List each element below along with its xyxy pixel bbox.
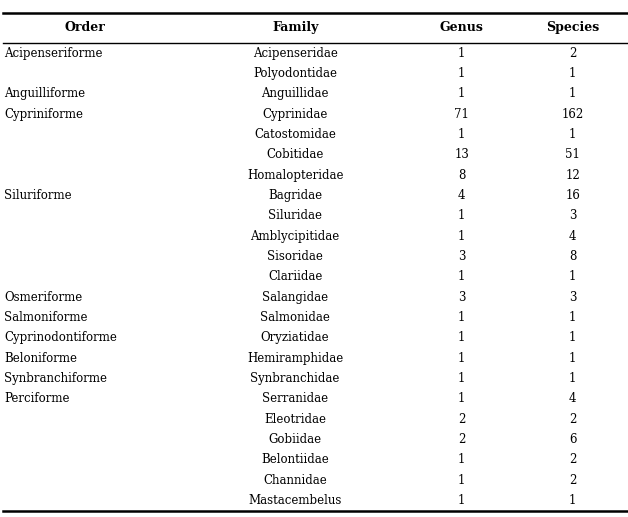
Text: Cyprinodontiforme: Cyprinodontiforme: [4, 331, 117, 344]
Text: Osmeriforme: Osmeriforme: [4, 291, 83, 303]
Text: Cyprinidae: Cyprinidae: [263, 108, 328, 120]
Text: 1: 1: [458, 209, 465, 222]
Text: Polyodontidae: Polyodontidae: [253, 67, 337, 80]
Text: 2: 2: [569, 413, 577, 426]
Text: 71: 71: [454, 108, 469, 120]
Text: Salmonidae: Salmonidae: [260, 311, 330, 324]
Text: Species: Species: [546, 21, 599, 35]
Text: 8: 8: [458, 169, 465, 181]
Text: Salmoniforme: Salmoniforme: [4, 311, 88, 324]
Text: 1: 1: [458, 128, 465, 141]
Text: Clariidae: Clariidae: [268, 270, 322, 283]
Text: Order: Order: [64, 21, 106, 35]
Text: Siluriforme: Siluriforme: [4, 189, 72, 202]
Text: Catostomidae: Catostomidae: [254, 128, 336, 141]
Text: Oryziatidae: Oryziatidae: [261, 331, 330, 344]
Text: Amblycipitidae: Amblycipitidae: [251, 230, 340, 242]
Text: 1: 1: [569, 494, 577, 507]
Text: 1: 1: [569, 372, 577, 385]
Text: Bagridae: Bagridae: [268, 189, 322, 202]
Text: Perciforme: Perciforme: [4, 392, 70, 405]
Text: Anguilliforme: Anguilliforme: [4, 87, 85, 100]
Text: Acipenseridae: Acipenseridae: [252, 47, 338, 59]
Text: 2: 2: [458, 413, 465, 426]
Text: 3: 3: [569, 209, 577, 222]
Text: 1: 1: [458, 67, 465, 80]
Text: 1: 1: [569, 311, 577, 324]
Text: 2: 2: [458, 433, 465, 446]
Text: Gobiidae: Gobiidae: [269, 433, 322, 446]
Text: Belontiidae: Belontiidae: [261, 453, 329, 466]
Text: 1: 1: [458, 453, 465, 466]
Text: Synbranchiforme: Synbranchiforme: [4, 372, 107, 385]
Text: 1: 1: [458, 270, 465, 283]
Text: Cobitidae: Cobitidae: [266, 148, 324, 161]
Text: 16: 16: [565, 189, 580, 202]
Text: 2: 2: [569, 453, 577, 466]
Text: 1: 1: [458, 352, 465, 364]
Text: 3: 3: [458, 291, 465, 303]
Text: 1: 1: [569, 128, 577, 141]
Text: Serranidae: Serranidae: [262, 392, 328, 405]
Text: 1: 1: [569, 352, 577, 364]
Text: Anguillidae: Anguillidae: [261, 87, 329, 100]
Text: Mastacembelus: Mastacembelus: [249, 494, 342, 507]
Text: Hemiramphidae: Hemiramphidae: [247, 352, 344, 364]
Text: 3: 3: [458, 250, 465, 263]
Text: 1: 1: [569, 270, 577, 283]
Text: 8: 8: [569, 250, 577, 263]
Text: 12: 12: [565, 169, 580, 181]
Text: 1: 1: [458, 311, 465, 324]
Text: 13: 13: [454, 148, 469, 161]
Text: 1: 1: [569, 331, 577, 344]
Text: 1: 1: [458, 474, 465, 487]
Text: Genus: Genus: [440, 21, 484, 35]
Text: Cypriniforme: Cypriniforme: [4, 108, 84, 120]
Text: 6: 6: [569, 433, 577, 446]
Text: Sisoridae: Sisoridae: [268, 250, 323, 263]
Text: 162: 162: [561, 108, 584, 120]
Text: Salangidae: Salangidae: [262, 291, 328, 303]
Text: 1: 1: [458, 87, 465, 100]
Text: 4: 4: [569, 392, 577, 405]
Text: Eleotridae: Eleotridae: [264, 413, 326, 426]
Text: Siluridae: Siluridae: [268, 209, 322, 222]
Text: 2: 2: [569, 47, 577, 59]
Text: Family: Family: [272, 21, 318, 35]
Text: 1: 1: [458, 392, 465, 405]
Text: 1: 1: [569, 87, 577, 100]
Text: 4: 4: [569, 230, 577, 242]
Text: Acipenseriforme: Acipenseriforme: [4, 47, 103, 59]
Text: 3: 3: [569, 291, 577, 303]
Text: 1: 1: [458, 494, 465, 507]
Text: Homalopteridae: Homalopteridae: [247, 169, 344, 181]
Text: 1: 1: [458, 372, 465, 385]
Text: 1: 1: [458, 331, 465, 344]
Text: 2: 2: [569, 474, 577, 487]
Text: 1: 1: [569, 67, 577, 80]
Text: 1: 1: [458, 230, 465, 242]
Text: Beloniforme: Beloniforme: [4, 352, 77, 364]
Text: Channidae: Channidae: [263, 474, 327, 487]
Text: Synbranchidae: Synbranchidae: [251, 372, 340, 385]
Text: 51: 51: [565, 148, 580, 161]
Text: 4: 4: [458, 189, 465, 202]
Text: 1: 1: [458, 47, 465, 59]
